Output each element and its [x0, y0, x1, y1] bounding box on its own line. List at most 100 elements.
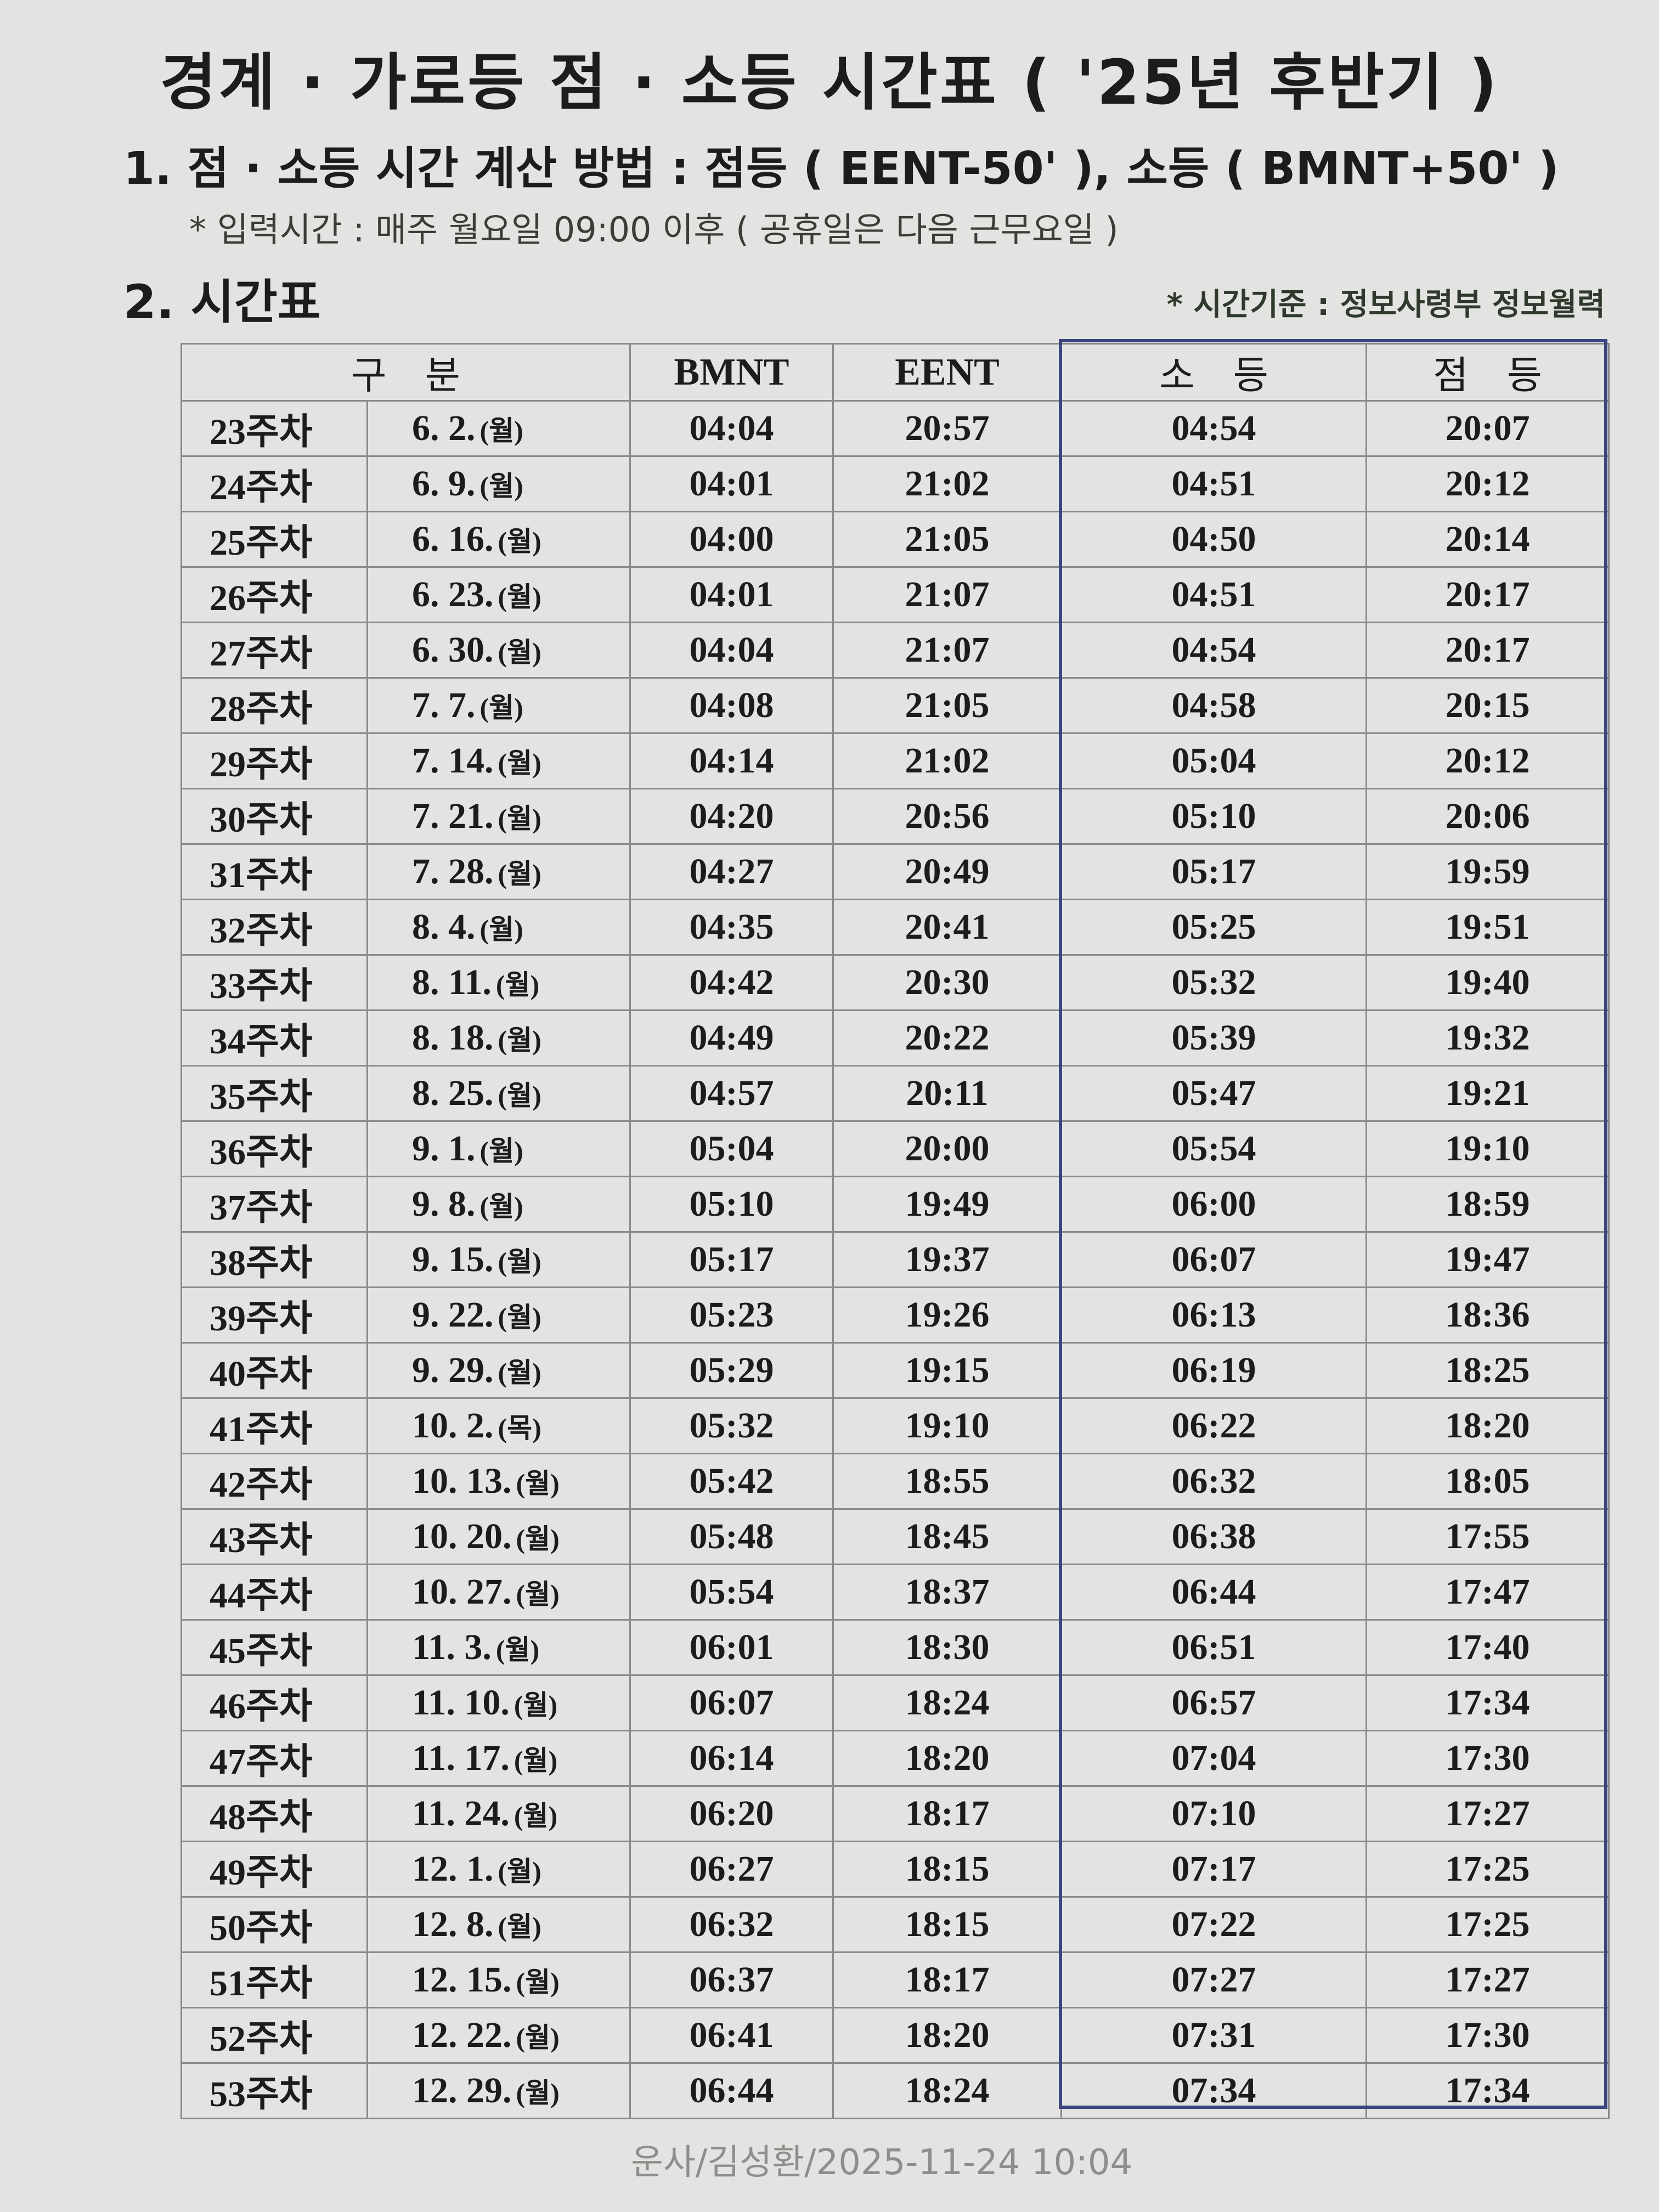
week-cell: 25주차: [180, 511, 368, 568]
week-cell: 48주차: [180, 1785, 368, 1842]
bmnt-cell: 04:01: [629, 566, 834, 623]
date-cell: 6. 2. (월): [366, 400, 631, 457]
week-cell: 26주차: [180, 566, 368, 623]
week-cell-text: 32주차: [210, 911, 313, 951]
bmnt-cell: 04:04: [629, 400, 834, 457]
lights-off-cell-text: 06:51: [1171, 1627, 1256, 1667]
table-row: 41주차 10. 2. (목) 05:32 19:10 06:22 18:20: [180, 1397, 1610, 1454]
bmnt-cell: 06:07: [629, 1674, 834, 1731]
lights-on-cell: 20:07: [1365, 400, 1610, 457]
lights-off-cell: 06:57: [1060, 1674, 1367, 1731]
table-row: 30주차 7. 21. (월) 04:20 20:56 05:10 20:06: [180, 788, 1610, 845]
date-cell: 11. 24. (월): [366, 1785, 631, 1842]
eent-cell: 18:30: [832, 1619, 1062, 1676]
eent-cell: 20:11: [832, 1065, 1062, 1122]
lights-on-cell-text: 17:25: [1445, 1849, 1530, 1889]
lights-on-cell: 17:25: [1365, 1896, 1610, 1953]
lights-on-cell: 20:15: [1365, 677, 1610, 734]
lights-on-cell-text: 20:06: [1445, 796, 1530, 836]
date-cell: 10. 20. (월): [366, 1508, 631, 1565]
lights-off-cell-text: 05:32: [1171, 962, 1256, 1002]
date-cell-text: 6. 16.: [412, 519, 494, 559]
lights-on-cell: 17:34: [1365, 1674, 1610, 1731]
bmnt-cell-text: 05:48: [689, 1516, 774, 1556]
eent-cell-text: 20:57: [905, 408, 990, 448]
lights-off-cell: 05:25: [1060, 899, 1367, 956]
table-row: 47주차 11. 17. (월) 06:14 18:20 07:04 17:30: [180, 1730, 1610, 1787]
lights-off-cell: 04:50: [1060, 511, 1367, 568]
bmnt-cell-text: 05:29: [689, 1350, 774, 1390]
bmnt-cell: 04:00: [629, 511, 834, 568]
eent-cell: 18:17: [832, 1785, 1062, 1842]
lights-off-cell-text: 06:13: [1171, 1295, 1256, 1335]
date-cell-text: 12. 22.: [412, 2015, 512, 2055]
date-cell: 7. 7. (월): [366, 677, 631, 734]
table-row: 45주차 11. 3. (월) 06:01 18:30 06:51 17:40: [180, 1619, 1610, 1676]
eent-cell-text: 18:17: [905, 1960, 990, 2000]
page-title: 경계 · 가로등 점 · 소등 시간표 ( '25년 후반기 ): [160, 47, 1499, 119]
table-row: 39주차 9. 22. (월) 05:23 19:26 06:13 18:36: [180, 1286, 1610, 1344]
bmnt-cell-text: 05:54: [689, 1572, 774, 1612]
lights-on-cell-text: 20:12: [1445, 464, 1530, 504]
week-cell: 32주차: [180, 899, 368, 956]
table-row: 27주차 6. 30. (월) 04:04 21:07 04:54 20:17: [180, 622, 1610, 679]
bmnt-cell-text: 06:44: [689, 2070, 774, 2111]
lights-off-cell: 07:17: [1060, 1841, 1367, 1898]
day-of-week: (월): [498, 1357, 541, 1388]
lights-off-cell-text: 07:17: [1171, 1849, 1256, 1889]
day-of-week: (월): [498, 748, 541, 778]
date-cell-text: 8. 11.: [412, 962, 492, 1002]
lights-on-cell: 19:10: [1365, 1120, 1610, 1177]
table-row: 42주차 10. 13. (월) 05:42 18:55 06:32 18:05: [180, 1453, 1610, 1510]
lights-off-cell-text: 05:54: [1171, 1128, 1256, 1169]
week-cell: 30주차: [180, 788, 368, 845]
eent-cell: 18:45: [832, 1508, 1062, 1565]
bmnt-cell: 05:32: [629, 1397, 834, 1454]
bmnt-cell: 05:54: [629, 1564, 834, 1621]
eent-cell-text: 20:11: [906, 1073, 989, 1113]
lights-on-cell-text: 20:07: [1445, 408, 1530, 448]
date-cell-text: 7. 14.: [412, 741, 494, 781]
bmnt-cell: 06:41: [629, 2007, 834, 2064]
table-row: 32주차 8. 4. (월) 04:35 20:41 05:25 19:51: [180, 899, 1610, 956]
lights-off-cell: 04:51: [1060, 455, 1367, 512]
lights-off-cell: 06:00: [1060, 1176, 1367, 1233]
lights-on-cell: 20:17: [1365, 622, 1610, 679]
eent-cell-text: 20:00: [905, 1128, 990, 1169]
bmnt-cell-text: 04:57: [689, 1073, 774, 1113]
lights-off-cell: 07:31: [1060, 2007, 1367, 2064]
week-cell-text: 40주차: [210, 1354, 313, 1394]
eent-cell-text: 21:07: [905, 630, 990, 670]
week-cell: 34주차: [180, 1009, 368, 1066]
week-cell: 52주차: [180, 2007, 368, 2064]
date-cell-text: 9. 22.: [412, 1295, 494, 1335]
bmnt-cell: 04:49: [629, 1009, 834, 1066]
day-of-week: (월): [516, 1523, 560, 1554]
eent-cell: 18:55: [832, 1453, 1062, 1510]
date-cell-text: 11. 24.: [412, 1793, 510, 1833]
bmnt-cell: 06:20: [629, 1785, 834, 1842]
week-cell-text: 27주차: [210, 634, 313, 674]
eent-cell-text: 19:49: [905, 1184, 990, 1224]
lights-on-cell: 17:34: [1365, 2062, 1610, 2119]
lights-on-cell-text: 17:30: [1445, 2015, 1530, 2055]
day-of-week: (월): [479, 692, 523, 723]
week-cell-text: 52주차: [210, 2019, 313, 2059]
date-cell: 12. 22. (월): [366, 2007, 631, 2064]
week-cell: 33주차: [180, 954, 368, 1011]
table-body: 23주차 6. 2. (월) 04:04 20:57 04:54 20:07 24주차 6. 9…: [180, 400, 1610, 2119]
eent-cell: 18:15: [832, 1896, 1062, 1953]
date-cell: 8. 25. (월): [366, 1065, 631, 1122]
lights-off-cell-text: 07:27: [1171, 1960, 1256, 2000]
eent-cell: 21:07: [832, 622, 1062, 679]
input-time-note: * 입력시간 : 매주 월요일 09:00 이후 ( 공휴일은 다음 근무요일 …: [189, 210, 1119, 250]
eent-cell-text: 18:37: [905, 1572, 990, 1612]
date-cell-text: 9. 29.: [412, 1350, 494, 1390]
week-cell-text: 31주차: [210, 855, 313, 895]
day-of-week: (월): [516, 1468, 560, 1499]
eent-cell: 20:22: [832, 1009, 1062, 1066]
week-cell-text: 25주차: [210, 523, 313, 563]
eent-cell-text: 19:15: [905, 1350, 990, 1390]
eent-cell: 21:05: [832, 677, 1062, 734]
week-cell: 42주차: [180, 1453, 368, 1510]
